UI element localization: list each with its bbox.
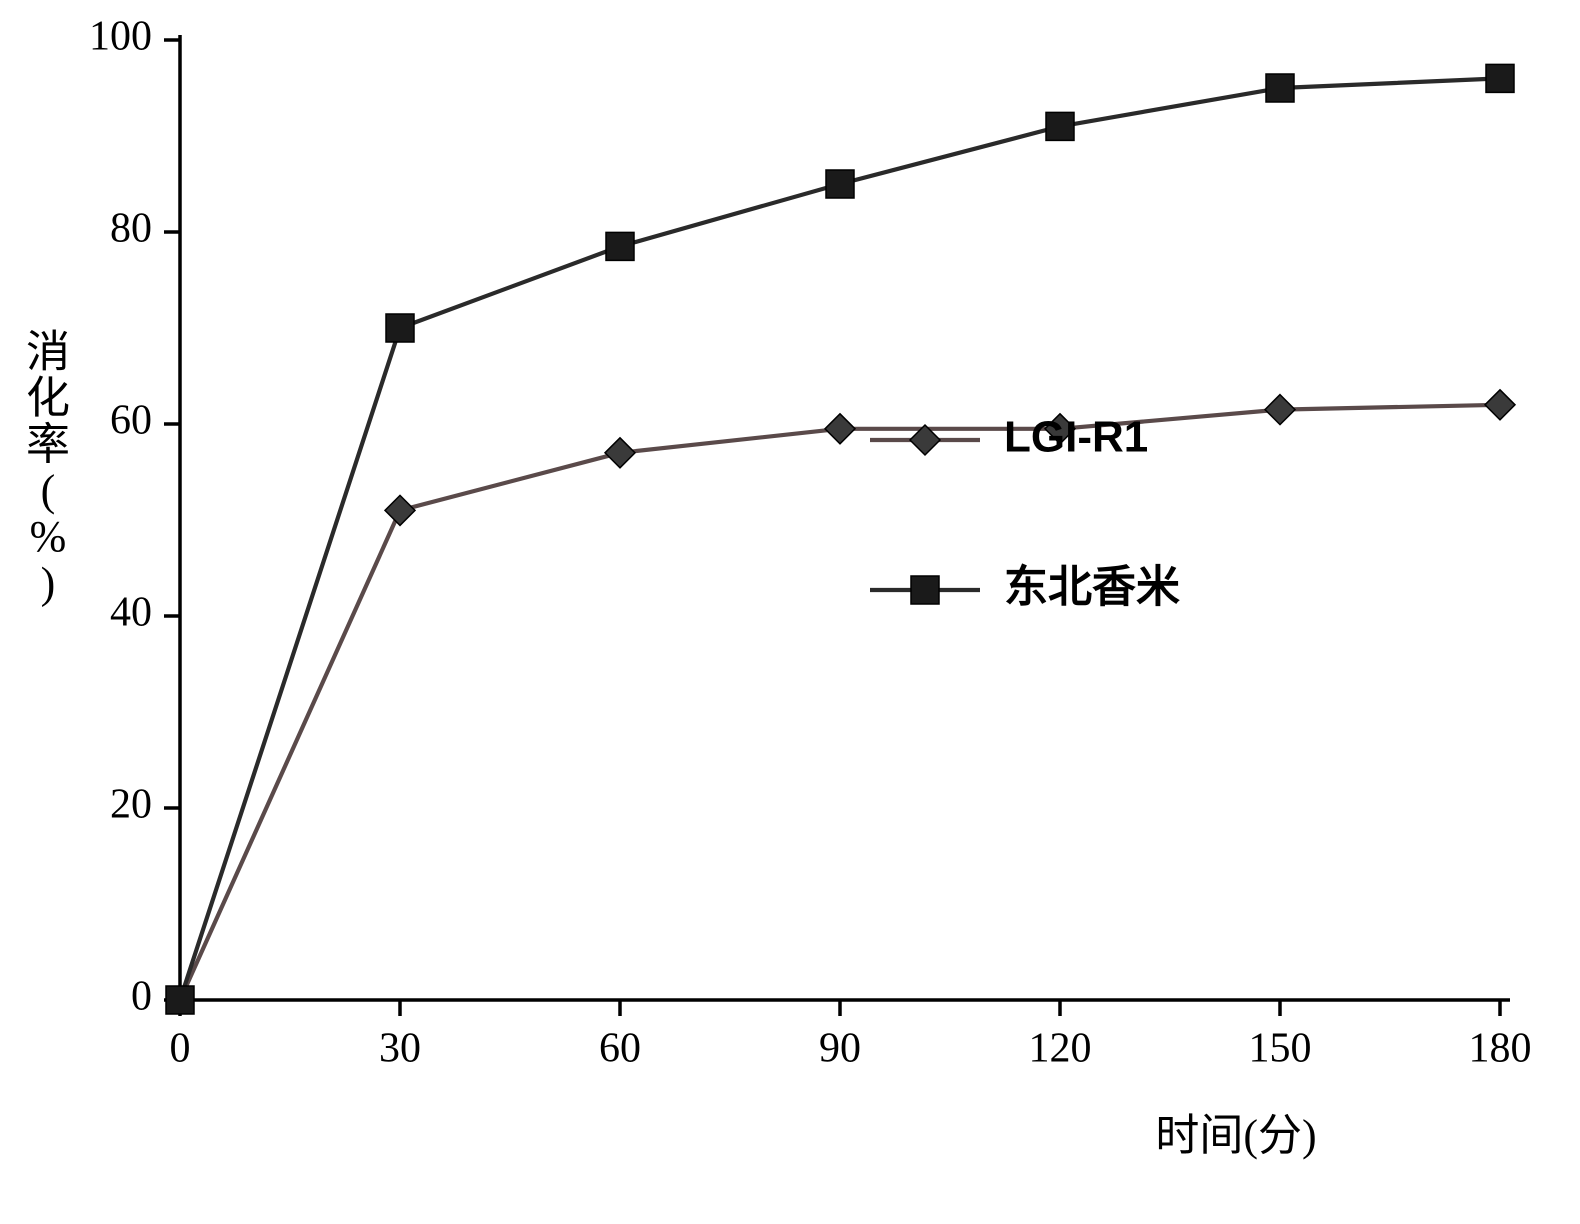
legend-marker-dongbei_rice bbox=[911, 576, 939, 604]
marker-dongbei_rice bbox=[826, 170, 854, 198]
marker-dongbei_rice bbox=[606, 232, 634, 260]
marker-dongbei_rice bbox=[1046, 112, 1074, 140]
marker-dongbei_rice bbox=[1266, 74, 1294, 102]
x-tick-label: 30 bbox=[379, 1026, 421, 1072]
y-tick-label: 60 bbox=[110, 398, 152, 444]
y-tick-label: 100 bbox=[89, 14, 152, 60]
y-tick-label: 0 bbox=[131, 974, 152, 1020]
x-tick-label: 120 bbox=[1029, 1026, 1092, 1072]
marker-dongbei_rice bbox=[386, 314, 414, 342]
x-tick-label: 90 bbox=[819, 1026, 861, 1072]
y-tick-label: 20 bbox=[110, 782, 152, 828]
x-axis-title: 时间(分) bbox=[1155, 1111, 1316, 1160]
x-tick-label: 60 bbox=[599, 1026, 641, 1072]
x-tick-label: 150 bbox=[1249, 1026, 1312, 1072]
y-tick-label: 40 bbox=[110, 590, 152, 636]
chart-background bbox=[0, 0, 1580, 1224]
legend-label-lgi_r1: LGI-R1 bbox=[1004, 413, 1148, 462]
marker-dongbei_rice bbox=[166, 986, 194, 1014]
legend-label-dongbei_rice: 东北香米 bbox=[1004, 563, 1180, 612]
marker-dongbei_rice bbox=[1486, 64, 1514, 92]
x-tick-label: 0 bbox=[170, 1026, 191, 1072]
chart-canvas: 0204060801000306090120150180消化率(%)时间(分)L… bbox=[0, 0, 1580, 1224]
y-tick-label: 80 bbox=[110, 206, 152, 252]
x-tick-label: 180 bbox=[1469, 1026, 1532, 1072]
digestion-chart: 0204060801000306090120150180消化率(%)时间(分)L… bbox=[0, 0, 1580, 1224]
